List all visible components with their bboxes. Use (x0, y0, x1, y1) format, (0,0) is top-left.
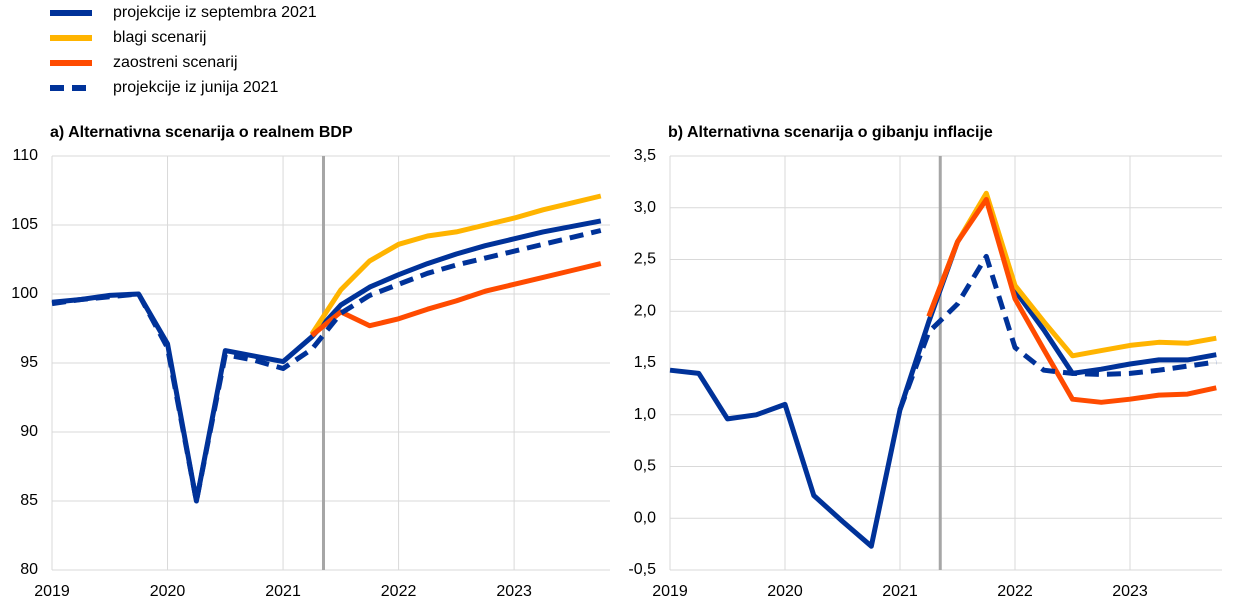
y-tick-label: 85 (20, 492, 38, 509)
y-tick-label: 100 (11, 285, 38, 302)
series-line (926, 197, 1217, 405)
y-tick-label: 1,5 (634, 354, 656, 371)
y-tick-label: 80 (20, 561, 38, 578)
y-tick-label: 110 (12, 147, 38, 164)
y-tick-label: 3,0 (634, 199, 656, 216)
series-line (51, 218, 602, 504)
legend-label: zaostreni scenarij (113, 54, 238, 71)
y-tick-label: 90 (20, 423, 38, 440)
y-tick-label: 105 (11, 216, 38, 233)
y-tick-label: 1,0 (634, 406, 656, 423)
y-tick-label: 0,5 (634, 458, 656, 475)
x-tick-label: 2020 (150, 583, 186, 600)
x-tick-label: 2022 (381, 583, 417, 600)
series-line (309, 193, 602, 336)
legend-label: blagi scenarij (113, 29, 206, 46)
x-tick-label: 2023 (496, 583, 532, 600)
y-tick-label: 2,0 (634, 302, 656, 319)
legend-label: projekcije iz junija 2021 (113, 79, 279, 96)
series-line (310, 261, 602, 338)
x-tick-label: 2021 (882, 583, 918, 600)
y-tick-label: 2,5 (634, 251, 656, 268)
y-tick-label: 3,5 (634, 147, 656, 164)
chart-title: b) Alternativna scenarija o gibanju infl… (668, 124, 993, 141)
chart-title: a) Alternativna scenarija o realnem BDP (50, 124, 353, 141)
series-line (51, 228, 602, 504)
legend-label: projekcije iz septembra 2021 (113, 4, 317, 21)
y-tick-label: -0,5 (628, 561, 656, 578)
y-tick-label: 95 (20, 354, 38, 371)
y-tick-label: 0,0 (634, 509, 656, 526)
x-tick-label: 2020 (767, 583, 803, 600)
x-tick-label: 2021 (265, 583, 301, 600)
series-line (897, 253, 1217, 411)
x-tick-label: 2023 (1112, 583, 1148, 600)
x-tick-label: 2022 (997, 583, 1033, 600)
x-tick-label: 2019 (34, 583, 70, 600)
x-tick-label: 2019 (652, 583, 688, 600)
